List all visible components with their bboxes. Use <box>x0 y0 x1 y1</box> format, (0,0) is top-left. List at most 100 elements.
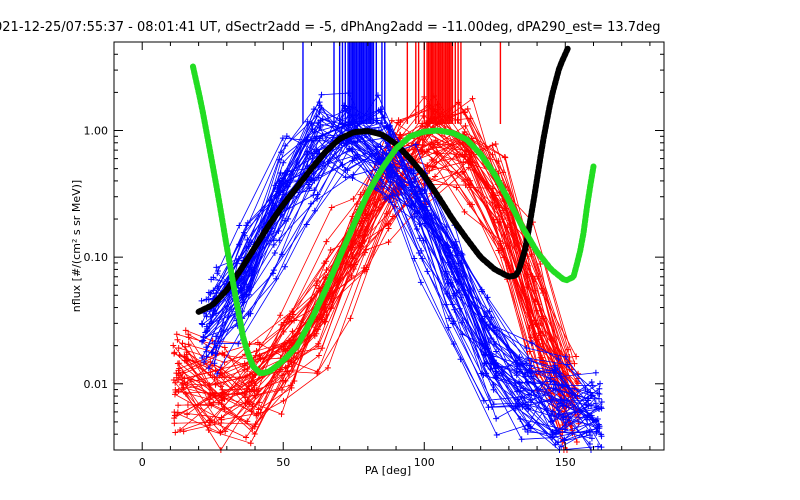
blue-point <box>550 385 557 392</box>
blue-point <box>492 365 499 372</box>
blue-point <box>208 319 215 326</box>
vertical-markers <box>302 42 502 124</box>
red-point <box>187 376 194 383</box>
blue-point <box>592 369 599 376</box>
red-trace <box>185 150 569 451</box>
blue-point <box>412 197 419 204</box>
blue-point <box>386 194 393 201</box>
blue-point <box>199 354 206 361</box>
blue-point <box>198 297 205 304</box>
red-point <box>388 117 395 124</box>
red-point <box>453 184 460 191</box>
blue-point <box>490 401 497 408</box>
red-point <box>347 261 354 268</box>
red-point <box>218 416 225 423</box>
red-point <box>362 208 369 215</box>
red-point <box>573 353 580 360</box>
red-point <box>467 177 474 184</box>
blue-point <box>558 443 565 450</box>
blue-point <box>446 315 453 322</box>
red-point <box>184 381 191 388</box>
blue-point <box>279 135 286 142</box>
blue-point <box>547 378 554 385</box>
blue-point <box>210 287 217 294</box>
blue-point <box>549 408 556 415</box>
red-point <box>244 385 251 392</box>
red-point <box>313 282 320 289</box>
red-point <box>532 317 539 324</box>
red-point <box>429 163 436 170</box>
red-point <box>244 366 251 373</box>
red-point <box>278 411 285 418</box>
blue-point <box>484 294 491 301</box>
blue-trace <box>215 136 597 435</box>
red-point <box>175 402 182 409</box>
red-point <box>214 380 221 387</box>
blue-point <box>205 365 212 372</box>
blue-point <box>593 429 600 436</box>
blue-point <box>238 285 245 292</box>
red-point <box>221 374 228 381</box>
red-point <box>284 315 291 322</box>
red-point <box>497 240 504 247</box>
red-point <box>242 374 249 381</box>
blue-point <box>589 392 596 399</box>
red-point <box>505 242 512 249</box>
blue-point <box>214 370 221 377</box>
red-point <box>183 349 190 356</box>
blue-trace <box>206 119 596 422</box>
red-trace <box>186 96 579 379</box>
blue-point <box>558 396 565 403</box>
red-point <box>218 383 225 390</box>
blue-point <box>554 364 561 371</box>
x-tick-label: 150 <box>555 456 576 469</box>
blue-point <box>414 191 421 198</box>
blue-point <box>528 357 535 364</box>
blue-point <box>459 319 466 326</box>
red-point <box>171 409 178 416</box>
blue-point <box>458 273 465 280</box>
blue-point <box>529 339 536 346</box>
red-point <box>327 305 334 312</box>
blue-point <box>303 221 310 228</box>
blue-point <box>349 146 356 153</box>
blue-point <box>519 360 526 367</box>
blue-point <box>382 195 389 202</box>
y-axis-ticks: 0.01 0.10 1.00 <box>84 41 664 451</box>
blue-point <box>596 425 603 432</box>
blue-trace <box>212 123 592 438</box>
blue-point <box>239 292 246 299</box>
blue-point <box>389 167 396 174</box>
red-point <box>524 284 531 291</box>
red-point <box>489 189 496 196</box>
red-point <box>277 366 284 373</box>
x-axis-ticks: 0 50 100 150 <box>139 42 651 469</box>
blue-point <box>316 102 323 109</box>
chart-title: 021-12-25/07:55:37 - 08:01:41 UT, dSectr… <box>0 20 661 35</box>
red-point <box>284 368 291 375</box>
red-point <box>502 154 509 161</box>
blue-point <box>316 108 323 115</box>
data-traces <box>170 90 605 453</box>
red-point <box>173 331 180 338</box>
blue-point <box>594 415 601 422</box>
y-tick-label: 1.00 <box>84 125 109 138</box>
blue-point <box>285 215 292 222</box>
red-point <box>505 212 512 219</box>
blue-trace <box>202 122 591 445</box>
red-point <box>489 151 496 158</box>
red-point <box>323 267 330 274</box>
blue-point <box>596 391 603 398</box>
red-point <box>315 352 322 359</box>
blue-point <box>309 177 316 184</box>
blue-point <box>342 166 349 173</box>
blue-point <box>493 415 500 422</box>
blue-point <box>421 186 428 193</box>
blue-point <box>515 400 522 407</box>
x-tick-label: 50 <box>276 456 290 469</box>
blue-point <box>276 237 283 244</box>
blue-point <box>309 126 316 133</box>
blue-point <box>310 192 317 199</box>
red-point <box>257 409 264 416</box>
